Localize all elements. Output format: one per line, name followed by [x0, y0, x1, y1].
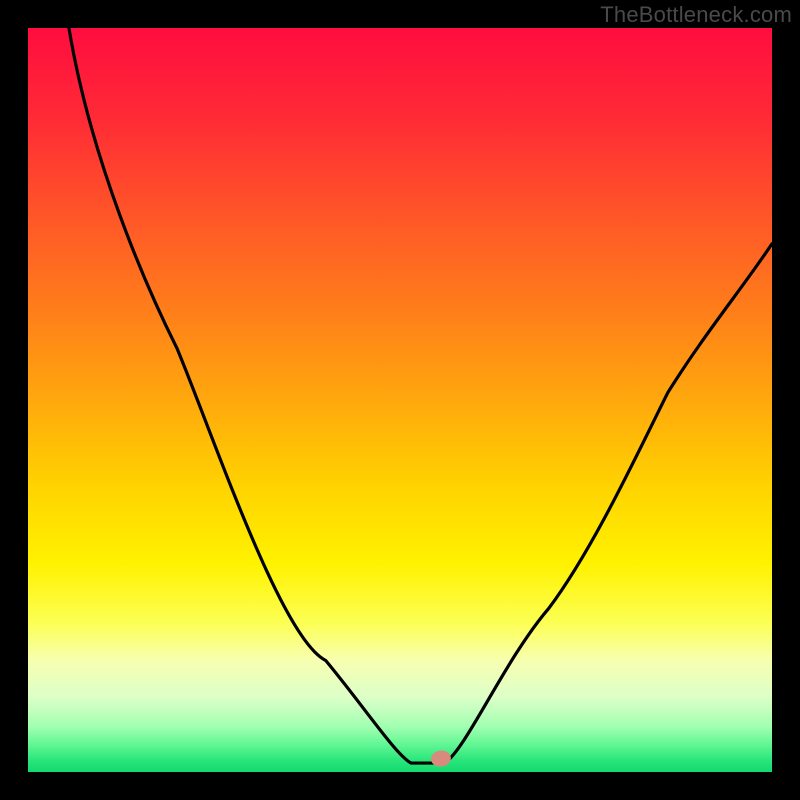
watermark-text: TheBottleneck.com — [600, 2, 792, 28]
chart-container: TheBottleneck.com — [0, 0, 800, 800]
bottleneck-chart — [0, 0, 800, 800]
chart-gradient-background — [28, 28, 772, 772]
